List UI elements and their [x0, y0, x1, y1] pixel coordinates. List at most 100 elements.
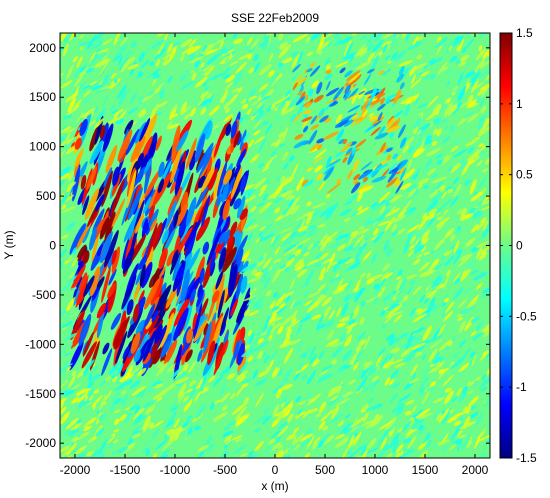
- wave-streak: [394, 228, 406, 236]
- wave-streak: [129, 403, 140, 411]
- wave-streak: [470, 330, 478, 337]
- wave-streak: [115, 118, 125, 125]
- wave-streak: [444, 387, 452, 393]
- wave-streak: [292, 111, 303, 123]
- wave-streak: [203, 321, 212, 354]
- wave-streak: [481, 226, 490, 239]
- wave-streak: [295, 96, 306, 106]
- wave-streak: [169, 44, 177, 61]
- wave-streak: [444, 390, 454, 405]
- wave-streak: [330, 413, 344, 424]
- wave-streak: [206, 156, 213, 179]
- wave-streak: [319, 295, 327, 303]
- wave-streak: [361, 109, 368, 118]
- wave-streak: [66, 64, 74, 80]
- wave-streak: [288, 254, 296, 260]
- wave-streak: [436, 412, 442, 422]
- wave-streak: [401, 199, 412, 213]
- wave-streak: [280, 379, 289, 384]
- wave-streak: [223, 95, 231, 105]
- wave-streak: [173, 209, 179, 228]
- wave-streak: [450, 195, 459, 207]
- wave-streak: [151, 428, 160, 440]
- wave-streak: [432, 443, 439, 450]
- wave-streak: [291, 300, 303, 308]
- wave-streak: [354, 287, 364, 303]
- wave-streak: [318, 420, 326, 430]
- wave-streak: [202, 48, 219, 56]
- wave-streak: [218, 46, 227, 57]
- wave-streak: [297, 238, 311, 246]
- wave-streak: [458, 362, 470, 373]
- wave-streak: [138, 96, 144, 105]
- wave-streak: [173, 371, 188, 381]
- wave-streak: [412, 285, 422, 295]
- wave-streak: [272, 403, 280, 418]
- wave-streak: [116, 85, 126, 100]
- wave-streak: [153, 420, 164, 428]
- wave-streak: [229, 61, 239, 66]
- wave-streak: [421, 130, 426, 139]
- wave-streak: [98, 84, 114, 91]
- wave-streak: [160, 312, 174, 348]
- wave-streak: [313, 94, 324, 103]
- wave-streak: [71, 370, 77, 377]
- wave-streak: [249, 88, 256, 97]
- wave-streak: [318, 181, 326, 192]
- wave-streak: [61, 204, 67, 210]
- wave-streak: [186, 328, 194, 344]
- wave-streak: [363, 214, 374, 226]
- wave-streak: [118, 446, 129, 453]
- wave-streak: [177, 391, 186, 406]
- wave-streak: [340, 142, 353, 153]
- wave-streak: [404, 191, 416, 207]
- wave-streak: [446, 398, 453, 405]
- wave-streak: [93, 118, 105, 129]
- wave-streak: [343, 427, 349, 435]
- wave-streak: [249, 332, 255, 345]
- wave-streak: [249, 206, 257, 213]
- wave-streak: [434, 276, 443, 287]
- wave-streak: [482, 326, 490, 338]
- wave-streak: [478, 68, 490, 79]
- wave-streak: [378, 208, 391, 222]
- wave-streak: [462, 415, 471, 430]
- wave-streak: [292, 33, 308, 43]
- wave-streak: [389, 422, 396, 432]
- wave-streak: [107, 70, 114, 82]
- wave-streak: [433, 134, 447, 142]
- wave-streak: [325, 80, 331, 91]
- wave-streak: [91, 232, 99, 264]
- wave-streak: [385, 176, 399, 188]
- wave-streak: [293, 370, 301, 382]
- wave-streak: [482, 374, 486, 381]
- wave-streak: [444, 255, 455, 267]
- wave-streak: [354, 117, 364, 122]
- wave-streak: [449, 55, 458, 63]
- wave-streak: [132, 407, 145, 420]
- wave-streak: [311, 314, 322, 320]
- wave-streak: [357, 169, 373, 180]
- wave-streak: [453, 183, 462, 198]
- wave-streak: [145, 44, 151, 57]
- wave-streak: [272, 384, 284, 394]
- wave-streak: [91, 448, 103, 458]
- wave-streak: [471, 247, 479, 253]
- wave-streak: [113, 429, 120, 433]
- wave-streak: [407, 224, 420, 233]
- wave-streak: [393, 89, 402, 104]
- wave-streak: [397, 209, 407, 218]
- wave-streak: [424, 139, 433, 145]
- wave-streak: [486, 344, 490, 360]
- wave-streak: [163, 339, 178, 366]
- wave-streak: [336, 278, 344, 291]
- wave-streak: [456, 444, 463, 449]
- wave-streak: [104, 211, 116, 243]
- wave-streak: [60, 173, 72, 180]
- wave-streak: [269, 206, 276, 212]
- wave-streak: [180, 191, 189, 213]
- wave-streak: [89, 226, 97, 251]
- wave-streak: [350, 210, 360, 218]
- wave-streak: [285, 193, 292, 201]
- wave-streak: [157, 178, 165, 194]
